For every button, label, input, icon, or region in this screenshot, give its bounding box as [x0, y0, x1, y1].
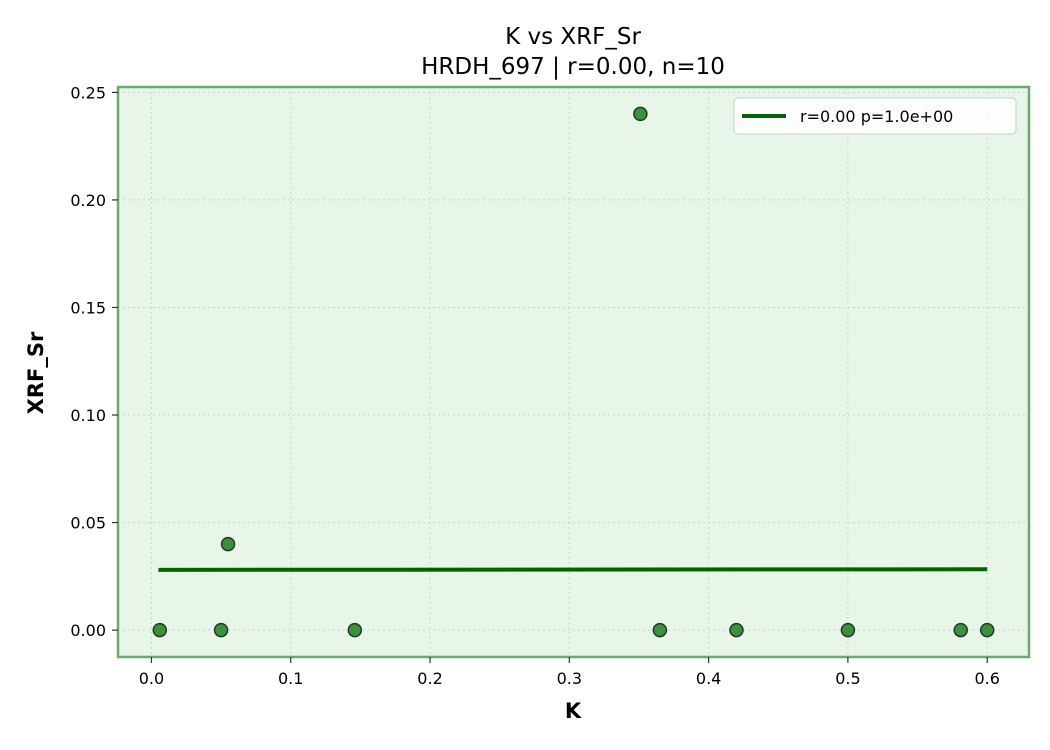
x-tick-label: 0.6 — [974, 669, 999, 688]
legend-box — [733, 97, 1017, 135]
data-point — [652, 622, 668, 638]
y-tick-label: 0.20 — [70, 191, 106, 210]
fit-line — [158, 567, 988, 572]
x-tick-label: 0.3 — [557, 669, 582, 688]
x-axis-label: K — [565, 699, 582, 723]
x-tick-label: 0.2 — [417, 669, 442, 688]
plot-frame — [116, 85, 1031, 659]
plot-background — [118, 87, 1029, 657]
data-point — [220, 536, 236, 552]
x-tick-label: 0.1 — [278, 669, 303, 688]
y-tick-label: 0.15 — [70, 298, 106, 317]
y-axis-label: XRF_Sr — [24, 331, 48, 414]
data-point — [979, 622, 995, 638]
data-point — [213, 622, 229, 638]
data-point — [152, 622, 168, 638]
x-tick-label: 0.0 — [139, 669, 164, 688]
data-point — [729, 622, 744, 638]
chart-title: K vs XRF_Sr — [505, 24, 641, 50]
plot-area: 0.0 0.1 0.2 0.3 0.4 0.5 0.6 0.00 0.05 0.10 0.15 0.2… — [70, 83, 1031, 688]
x-tick-label: 0.4 — [696, 669, 721, 688]
data-point — [347, 622, 363, 638]
legend-label: r=0.00 p=1.0e+00 — [800, 107, 953, 126]
chart-subtitle: HRDH_697 | r=0.00, n=10 — [421, 54, 725, 80]
y-tick-label: 0.05 — [70, 514, 106, 533]
data-point — [633, 106, 648, 122]
y-tick-label: 0.00 — [70, 621, 106, 640]
data-point — [953, 622, 968, 638]
x-tick-label: 0.5 — [835, 669, 860, 688]
data-point — [840, 622, 856, 638]
y-tick-label: 0.25 — [70, 83, 106, 102]
y-tick-label: 0.10 — [70, 406, 106, 425]
